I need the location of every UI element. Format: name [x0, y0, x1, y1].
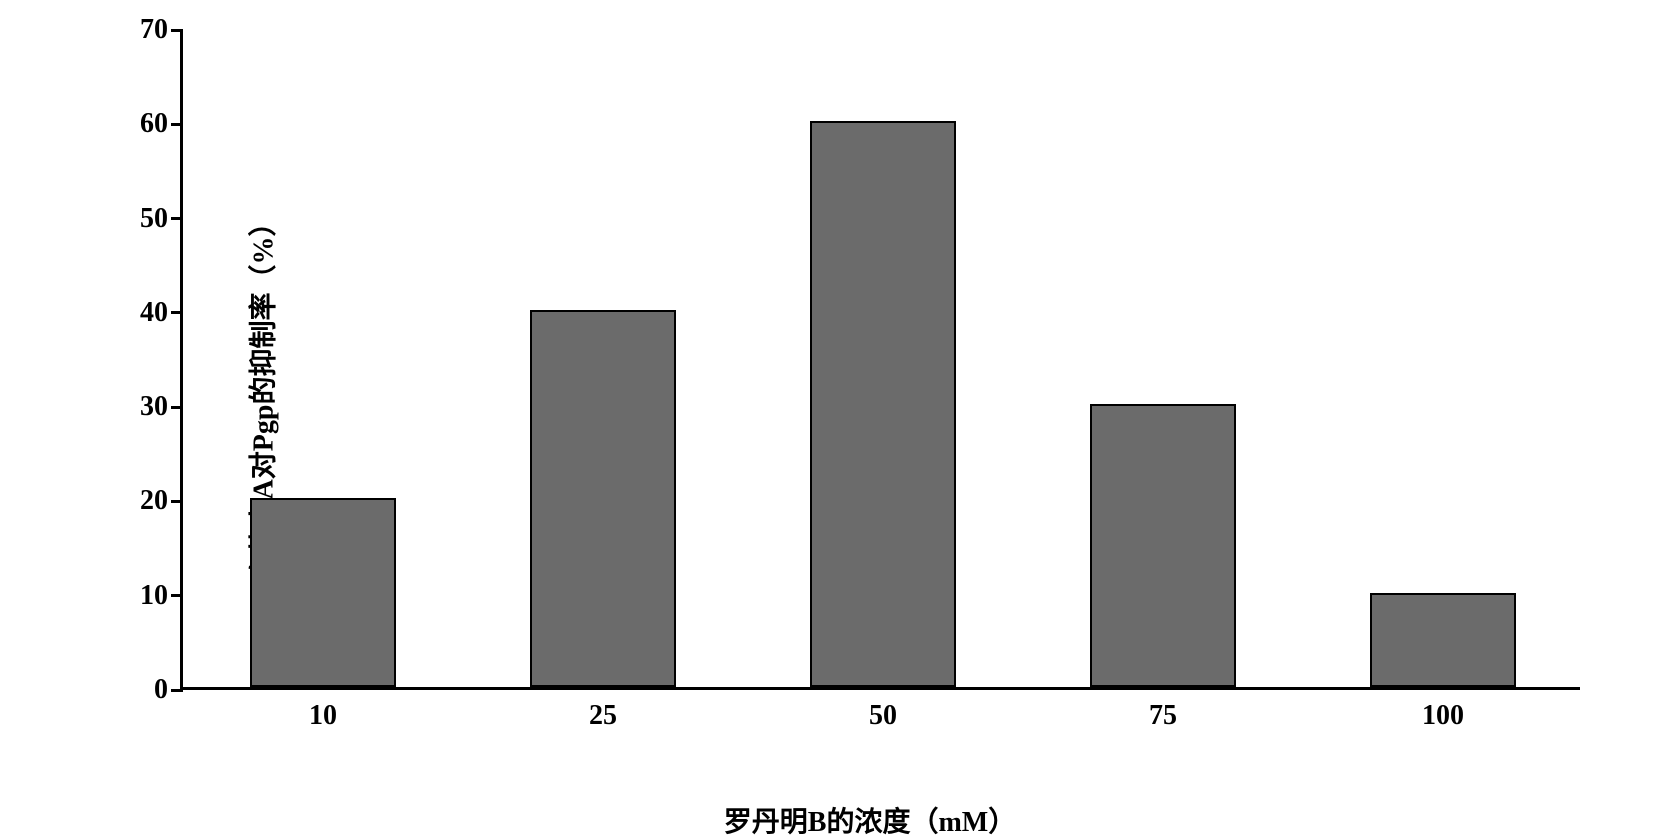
chart-container: 环孢菌素A对Pgp的抑制率（%） 01020304050607010255075… — [120, 30, 1620, 790]
x-axis-label: 罗丹明B的浓度（mM） — [724, 800, 1016, 840]
y-tick-label: 70 — [128, 14, 168, 46]
y-tick-label: 50 — [128, 203, 168, 235]
y-tick-label: 30 — [128, 391, 168, 423]
y-tick-label: 40 — [128, 297, 168, 329]
y-tick-label: 20 — [128, 485, 168, 517]
y-tick-label: 10 — [128, 580, 168, 612]
x-tick-label: 10 — [309, 700, 337, 732]
y-tick — [171, 217, 183, 220]
bar — [530, 310, 676, 687]
y-tick — [171, 500, 183, 503]
y-tick — [171, 123, 183, 126]
y-tick — [171, 29, 183, 32]
bar — [250, 498, 396, 687]
y-tick — [171, 406, 183, 409]
bar — [810, 121, 956, 687]
y-tick-label: 0 — [128, 674, 168, 706]
y-tick-label: 60 — [128, 108, 168, 140]
y-tick — [171, 311, 183, 314]
x-tick-label: 75 — [1149, 700, 1177, 732]
bar — [1090, 404, 1236, 687]
x-tick-label: 50 — [869, 700, 897, 732]
y-tick — [171, 689, 183, 692]
bar — [1370, 593, 1516, 687]
plot-area: 01020304050607010255075100 — [180, 30, 1580, 690]
y-tick — [171, 594, 183, 597]
x-tick-label: 25 — [589, 700, 617, 732]
x-tick-label: 100 — [1422, 700, 1464, 732]
